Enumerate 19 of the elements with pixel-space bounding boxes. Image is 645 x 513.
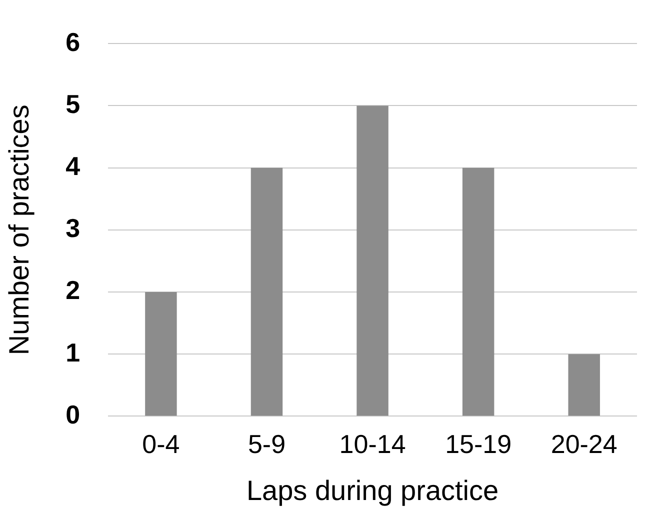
x-tick-label: 5-9 xyxy=(248,428,286,459)
bar xyxy=(568,354,600,416)
y-tick-label: 2 xyxy=(66,275,80,306)
bar xyxy=(250,168,283,416)
bar xyxy=(145,292,177,416)
x-tick-label: 0-4 xyxy=(142,428,180,459)
x-axis-title: Laps during practice xyxy=(246,474,499,506)
y-tick-label: 3 xyxy=(66,213,80,244)
y-tick-label: 5 xyxy=(66,88,80,119)
x-tick-label: 10-14 xyxy=(339,428,406,459)
y-tick-label: 1 xyxy=(66,337,80,368)
y-axis-title: Number of practices xyxy=(4,104,35,356)
y-tick-label: 0 xyxy=(66,399,80,430)
bar xyxy=(462,168,494,416)
bar xyxy=(356,106,388,416)
y-tick-label: 6 xyxy=(66,26,80,57)
x-tick-label: 20-24 xyxy=(550,428,618,459)
x-tick-label: 15-19 xyxy=(445,428,512,459)
y-tick-label: 4 xyxy=(66,150,81,181)
